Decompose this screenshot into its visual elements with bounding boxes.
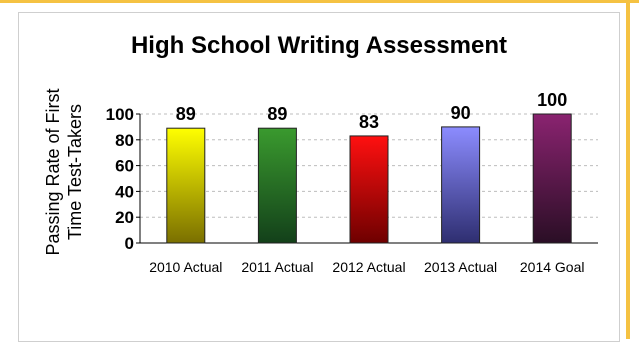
x-tick-label: 2011 Actual — [241, 259, 314, 275]
right-accent-rule — [626, 3, 630, 339]
bar — [257, 127, 297, 244]
y-tick-label: 20 — [115, 208, 134, 227]
data-label: 89 — [267, 104, 287, 124]
y-tick-label: 40 — [115, 182, 134, 201]
chart-frame — [18, 12, 620, 342]
y-tick-label: 60 — [115, 157, 134, 176]
x-tick-label: 2013 Actual — [424, 259, 498, 275]
bar — [441, 126, 481, 244]
x-tick-label: 2010 Actual — [149, 259, 223, 275]
y-tick-label: 0 — [125, 234, 134, 253]
y-tick-label: 100 — [106, 105, 134, 124]
bar — [166, 127, 206, 244]
y-tick-label: 80 — [115, 131, 134, 150]
chart-title: High School Writing Assessment — [130, 32, 508, 59]
bar — [349, 135, 389, 244]
top-accent-rule — [0, 0, 639, 3]
data-label: 100 — [537, 90, 567, 110]
data-label: 83 — [359, 112, 379, 132]
x-tick-label: 2012 Actual — [332, 259, 406, 275]
bar — [532, 113, 572, 244]
x-tick-label: 2014 Goal — [519, 259, 585, 275]
data-label: 89 — [176, 104, 196, 124]
data-label: 90 — [451, 103, 471, 123]
